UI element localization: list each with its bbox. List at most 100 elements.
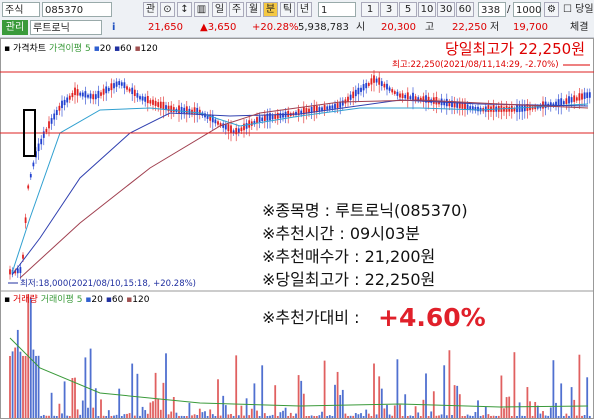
candle-body xyxy=(578,93,581,101)
volume-bar xyxy=(227,414,230,418)
candle-body xyxy=(157,102,160,107)
period-button[interactable]: 월 xyxy=(246,2,261,17)
candle-body xyxy=(297,109,300,116)
volume-bar xyxy=(464,415,466,418)
volume-bar xyxy=(144,410,147,418)
period-button[interactable]: 분 xyxy=(263,2,278,17)
volume-bar xyxy=(97,415,100,418)
candle-body xyxy=(404,94,407,99)
candle-body xyxy=(149,100,152,104)
volume-bar xyxy=(412,415,414,418)
volume-bar xyxy=(269,415,271,418)
volume-ma xyxy=(9,337,589,408)
volume-bar xyxy=(235,355,238,418)
volume-bar xyxy=(19,351,22,418)
candle-body xyxy=(313,105,316,113)
volume-bar xyxy=(126,413,128,418)
icon-button[interactable]: ⚙ xyxy=(544,2,559,17)
count-input[interactable]: 338 xyxy=(478,2,506,17)
volume-bar xyxy=(22,355,24,418)
candle-body xyxy=(555,101,557,107)
interval-button[interactable]: 60 xyxy=(456,2,474,17)
volume-bar xyxy=(276,415,279,418)
candle-body xyxy=(167,105,170,112)
volume-bar xyxy=(295,413,297,418)
icon-button[interactable]: ▥ xyxy=(194,2,209,17)
candle-body xyxy=(484,106,487,112)
candle-body xyxy=(279,113,282,119)
interval-button[interactable]: 30 xyxy=(437,2,455,17)
candle-body xyxy=(453,101,456,108)
max-input[interactable]: 1000 xyxy=(513,2,541,17)
candle-body xyxy=(581,93,583,100)
volume-bar xyxy=(562,415,565,418)
volume-bar xyxy=(331,415,334,418)
volume-title: ▪ 거래량 거래이평 5 ▪20 ▪60 ▪120 xyxy=(4,293,150,305)
volume-bar xyxy=(115,414,118,418)
volume-bar xyxy=(466,414,469,418)
candle-body xyxy=(159,101,162,109)
volume-bar xyxy=(443,365,446,418)
volume-bar xyxy=(583,415,586,418)
candle-body xyxy=(419,97,422,102)
trade-button[interactable]: 체결 xyxy=(570,22,589,33)
candle-body xyxy=(76,89,79,96)
candle-body xyxy=(269,113,271,121)
watch-button[interactable]: 관 xyxy=(143,2,158,17)
today-label: 당일 xyxy=(575,4,594,15)
icon-button[interactable]: ↕ xyxy=(177,2,192,17)
volume-bar xyxy=(495,415,498,418)
candle-body xyxy=(300,110,303,115)
period-button[interactable]: 틱 xyxy=(280,2,295,17)
candle-body xyxy=(188,108,191,114)
interval-button[interactable]: 1 xyxy=(361,2,379,17)
candle-body xyxy=(63,99,66,106)
interval-button[interactable]: 5 xyxy=(399,2,417,17)
volume-bar xyxy=(71,377,74,418)
unit-select[interactable]: 1 xyxy=(318,2,356,17)
info-icon[interactable]: i xyxy=(112,22,116,33)
volume-bar xyxy=(362,415,365,418)
candle-body xyxy=(362,84,365,91)
volume-bar xyxy=(58,403,61,418)
volume-bar xyxy=(32,349,35,418)
candle-body xyxy=(357,87,360,95)
candle-body xyxy=(53,113,56,120)
candle-body xyxy=(568,96,570,104)
volume-bar xyxy=(279,412,282,418)
volume-bar xyxy=(414,406,417,418)
volume-bar xyxy=(167,414,170,418)
interval-button[interactable]: 3 xyxy=(380,2,398,17)
code-input[interactable]: 085370 xyxy=(42,2,112,17)
period-button[interactable]: 년 xyxy=(297,2,312,17)
volume-bar xyxy=(388,414,391,418)
today-checkbox[interactable]: ☐ 당일 xyxy=(563,4,594,15)
volume-bar xyxy=(11,351,14,418)
candle-body xyxy=(380,81,383,86)
candle-body xyxy=(102,88,105,95)
market-select[interactable]: 주식 xyxy=(2,2,40,17)
candle-body xyxy=(37,143,40,152)
candle-body xyxy=(123,82,126,89)
volume-bar xyxy=(484,406,487,418)
candle-body xyxy=(354,89,357,97)
volume-bar xyxy=(344,413,347,418)
volume-bar xyxy=(328,415,331,418)
open-label: 시 xyxy=(356,22,366,33)
candle-body xyxy=(492,104,495,113)
volume-bar xyxy=(68,415,71,418)
volume-bar xyxy=(105,415,108,418)
volume-bar xyxy=(539,413,542,418)
volume-bar xyxy=(172,396,175,418)
volume: 5,938,783 xyxy=(298,22,349,33)
candle-body xyxy=(393,91,396,94)
icon-button[interactable]: ⊙ xyxy=(160,2,175,17)
volume-bar xyxy=(357,414,360,418)
volume-bar xyxy=(183,416,186,418)
period-button[interactable]: 일 xyxy=(212,2,227,17)
period-button[interactable]: 주 xyxy=(229,2,244,17)
volume-bar xyxy=(339,395,342,418)
candle-body xyxy=(347,96,349,102)
interval-button[interactable]: 10 xyxy=(418,2,436,17)
